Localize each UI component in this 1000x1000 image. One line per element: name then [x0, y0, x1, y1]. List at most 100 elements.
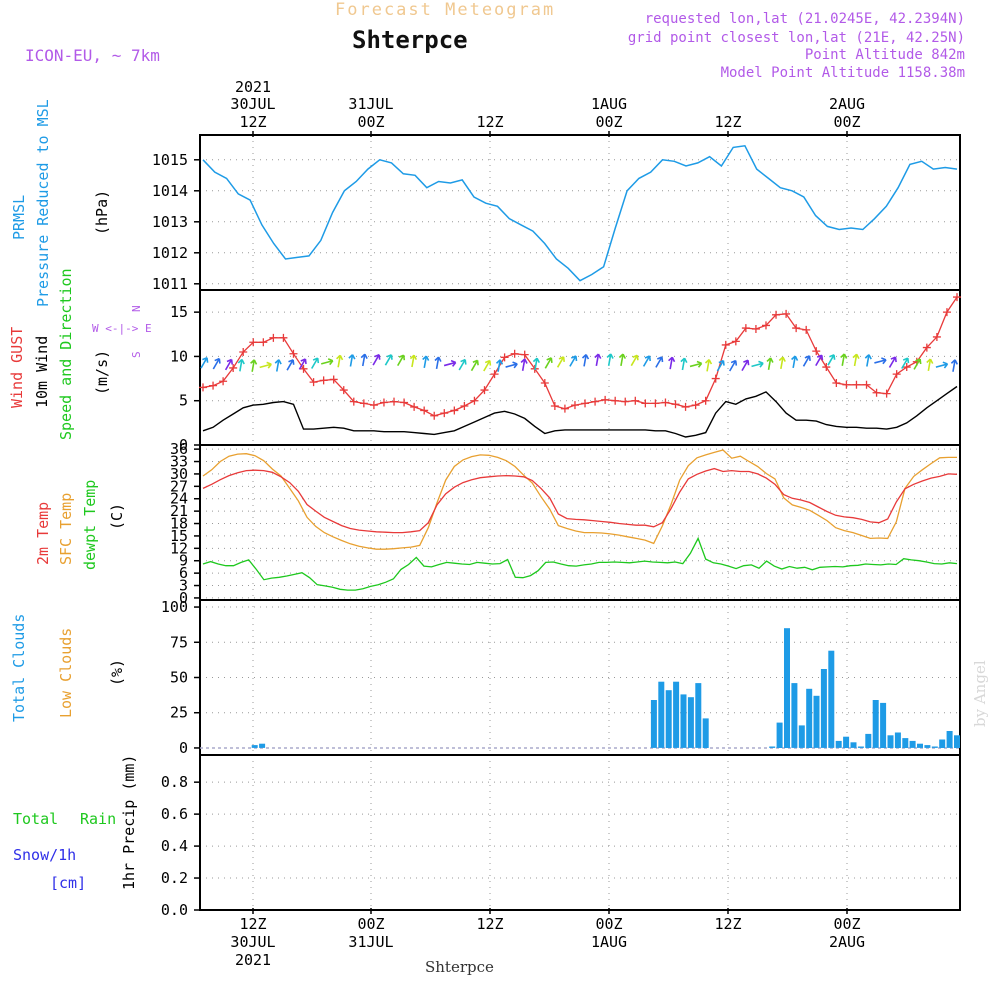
wind-gust-marker [329, 375, 338, 384]
wind-direction-arrow [950, 359, 959, 372]
y-tick-label: 0 [179, 589, 188, 607]
wind-direction-arrow [336, 354, 344, 368]
wind-direction-arrow [716, 359, 725, 372]
wind-direction-arrow [815, 354, 824, 366]
wind-labels: Wind GUST 10m Wind Speed and Direction (… [8, 268, 152, 440]
footer-location: Shterpce [425, 958, 494, 976]
wind-direction-arrow [926, 358, 934, 372]
y-tick-label: 6 [179, 564, 188, 582]
wind-direction-arrow [384, 354, 393, 366]
bottom-axis-label: 1AUG [591, 933, 627, 951]
bottom-axis-label: 12Z [476, 915, 503, 933]
wind-direction-arrow [642, 355, 651, 367]
wind-gust-marker [711, 374, 720, 383]
wind-gust-marker [591, 397, 600, 406]
compass-n: N [130, 305, 143, 312]
wind-gust-marker [209, 381, 218, 390]
wind-direction-arrow [840, 353, 848, 366]
total-cloud-bar [259, 743, 266, 748]
wind-gust-marker [269, 333, 278, 342]
wind-direction-arrow [544, 357, 553, 369]
wind-direction-arrow [274, 359, 282, 372]
wind-unit: (m/s) [93, 350, 111, 395]
wind-direction-arrow [259, 361, 272, 369]
wind-gust-marker [812, 347, 821, 356]
y-tick-label: 0.8 [161, 773, 188, 791]
prmsl-desc-label: Pressure Reduced to MSL [34, 99, 52, 307]
wind-direction-arrow [483, 359, 492, 372]
wind-gust-marker [721, 340, 730, 349]
wind-gust-marker [751, 324, 760, 333]
top-axis-label: 2021 [235, 78, 271, 96]
wind-direction-arrow [200, 356, 209, 369]
wind-gust-marker [570, 401, 579, 410]
top-axis-label: 12Z [714, 113, 741, 131]
wind-direction-arrow [827, 354, 836, 366]
wind-direction-arrow [864, 354, 872, 367]
y-tick-label: 18 [170, 515, 188, 533]
precip-labels: Total Rain Snow/1h [cm] 1hr Precip (mm) [13, 755, 138, 892]
wind-gust-marker [942, 308, 951, 317]
compass-s: S [130, 351, 143, 358]
wind-direction-arrow [520, 358, 528, 371]
top-axis-label: 12Z [476, 113, 503, 131]
wind-direction-arrow [569, 355, 578, 367]
wind-direction-arrow [360, 353, 368, 367]
y-tick-label: 50 [170, 669, 188, 687]
watermark: by Angel [971, 660, 989, 727]
cloud-unit: (%) [108, 659, 126, 686]
wind-direction-arrow [901, 357, 910, 369]
wind-direction-arrow [913, 358, 922, 370]
wind-gust-marker [852, 380, 861, 389]
y-tick-label: 3 [179, 577, 188, 595]
wind-gust-label: Wind GUST [8, 327, 26, 408]
wind-direction-arrow [630, 354, 639, 367]
dewpt-temp-line [202, 536, 958, 591]
wind-gust-marker [953, 293, 961, 302]
y-tick-label: 15 [170, 303, 188, 321]
requested-coords: requested lon,lat (21.0245E, 42.2394N) [645, 11, 965, 27]
y-tick-label: 15 [170, 527, 188, 545]
y-tick-label: 21 [170, 502, 188, 520]
total-cloud-bar [687, 697, 694, 748]
wind-direction-arrow [311, 357, 320, 369]
wind-gust-marker [731, 337, 740, 346]
panel-frame [199, 444, 961, 601]
wind-gust-marker [560, 404, 569, 413]
wind-direction-arrow [704, 359, 713, 372]
wind-10m-label: 10m Wind [33, 336, 51, 408]
y-tick-label: 0.4 [161, 837, 188, 855]
wind-direction-arrow [250, 359, 258, 372]
snow-label: Snow/1h [13, 846, 76, 864]
prmsl-label: PRMSL [10, 195, 28, 240]
wind-gust-marker [842, 380, 851, 389]
total-cloud-bar [665, 690, 672, 748]
low-clouds-label: Low Clouds [57, 628, 75, 718]
total-cloud-bar [806, 688, 813, 748]
wind-gust-marker [681, 402, 690, 411]
top-axis-label: 00Z [357, 113, 384, 131]
top-axis-label: 31JUL [348, 95, 393, 113]
wind-gust-marker [651, 399, 660, 408]
wind-gust-marker [882, 389, 891, 398]
wind-direction-arrow [741, 359, 750, 371]
wind-gust-marker [440, 409, 449, 418]
wind-gust-marker [671, 400, 680, 409]
wind-gust-marker [661, 398, 670, 407]
temp-sfc-label: SFC Temp [57, 493, 75, 565]
wind-gust-marker [691, 401, 700, 410]
y-tick-label: 30 [170, 465, 188, 483]
y-tick-label: 36 [170, 440, 188, 458]
y-tick-label: 1014 [152, 182, 188, 200]
wind-direction-arrow [618, 353, 627, 367]
wind-gust-marker [802, 325, 811, 334]
wind-gust-marker [792, 324, 801, 333]
top-axis-label: 30JUL [230, 95, 275, 113]
wind-gust-marker [279, 333, 288, 342]
y-tick-label: 0.0 [161, 901, 188, 919]
cloud-labels: Total Clouds Low Clouds (%) [10, 614, 126, 722]
rain-label: Rain [80, 810, 116, 828]
wind-direction-arrow [212, 357, 221, 370]
point-altitude: Point Altitude 842m [805, 47, 965, 63]
